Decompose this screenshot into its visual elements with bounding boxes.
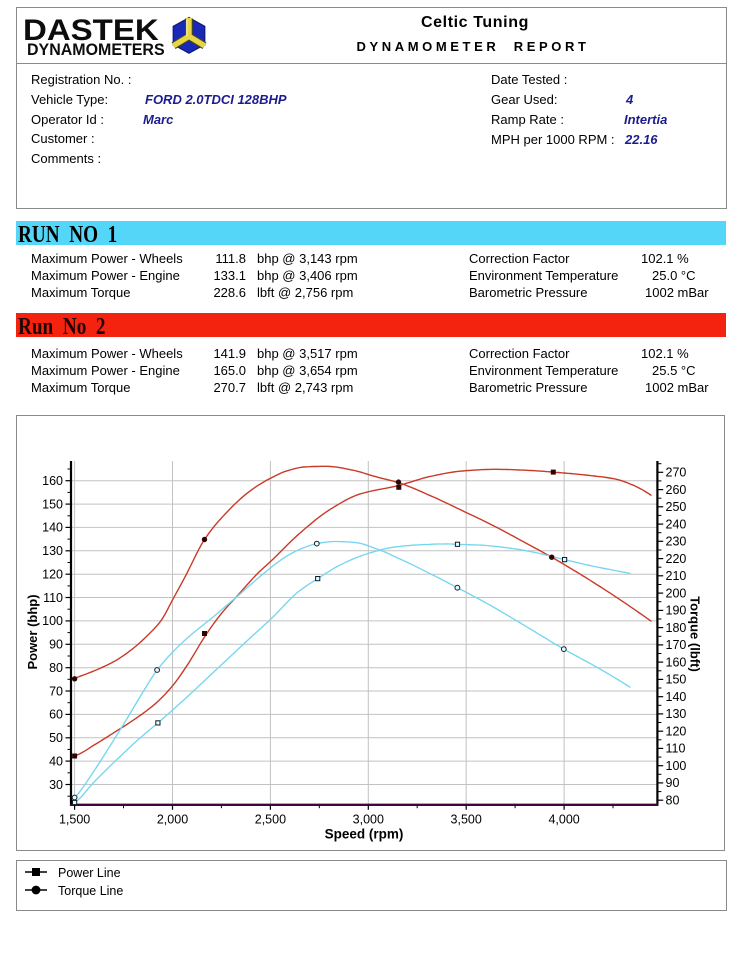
svg-text:260: 260	[666, 483, 687, 497]
svg-text:210: 210	[666, 569, 687, 583]
svg-text:Torque (lbft): Torque (lbft)	[688, 596, 703, 672]
svg-text:220: 220	[666, 552, 687, 566]
svg-text:160: 160	[42, 474, 63, 488]
svg-text:110: 110	[43, 591, 63, 605]
svg-text:Power (bhp): Power (bhp)	[25, 594, 40, 669]
svg-text:230: 230	[666, 535, 687, 549]
svg-text:3,000: 3,000	[353, 813, 384, 827]
svg-text:150: 150	[42, 497, 63, 511]
svg-text:30: 30	[49, 778, 63, 792]
svg-text:40: 40	[49, 754, 63, 768]
svg-text:200: 200	[666, 586, 687, 600]
svg-text:2,000: 2,000	[157, 813, 188, 827]
svg-text:1,500: 1,500	[59, 813, 90, 827]
svg-text:140: 140	[42, 521, 63, 535]
svg-text:80: 80	[666, 794, 680, 808]
svg-text:90: 90	[666, 776, 680, 790]
svg-text:250: 250	[666, 500, 687, 514]
svg-text:170: 170	[666, 638, 687, 652]
svg-text:160: 160	[666, 655, 687, 669]
svg-text:140: 140	[666, 690, 687, 704]
svg-text:90: 90	[49, 638, 63, 652]
svg-text:60: 60	[49, 708, 63, 722]
svg-text:120: 120	[666, 725, 687, 739]
svg-text:130: 130	[666, 707, 687, 721]
svg-text:50: 50	[49, 731, 63, 745]
svg-text:3,500: 3,500	[451, 813, 482, 827]
svg-text:2,500: 2,500	[255, 813, 286, 827]
svg-text:130: 130	[42, 544, 63, 558]
svg-text:80: 80	[49, 661, 63, 675]
svg-text:Speed (rpm): Speed (rpm)	[325, 827, 404, 842]
svg-text:240: 240	[666, 517, 687, 531]
svg-text:270: 270	[666, 466, 687, 480]
svg-text:190: 190	[666, 604, 687, 618]
svg-text:110: 110	[666, 742, 686, 756]
svg-text:100: 100	[42, 614, 63, 628]
svg-text:180: 180	[666, 621, 687, 635]
svg-text:70: 70	[49, 684, 63, 698]
svg-text:100: 100	[666, 759, 687, 773]
svg-text:120: 120	[42, 568, 63, 582]
svg-text:150: 150	[666, 673, 687, 687]
svg-text:4,000: 4,000	[548, 813, 579, 827]
